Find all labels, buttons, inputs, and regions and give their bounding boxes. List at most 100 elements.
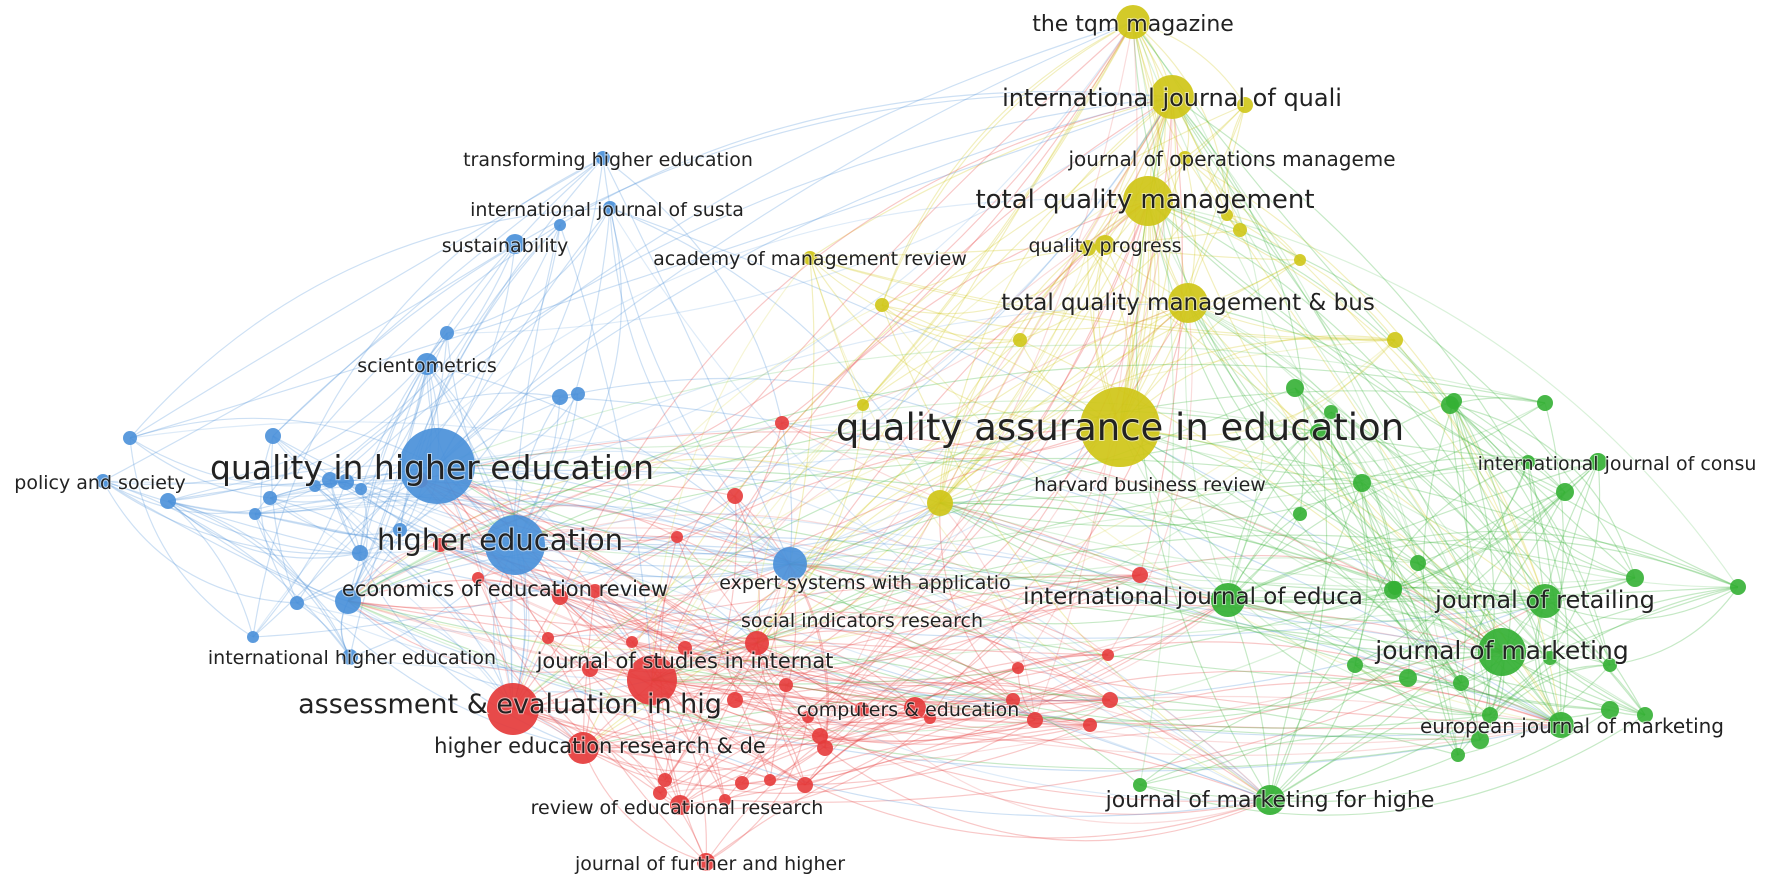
network-link bbox=[679, 708, 1091, 806]
network-link bbox=[1227, 400, 1455, 601]
node-computers-and-education[interactable] bbox=[904, 697, 926, 719]
network-link bbox=[602, 157, 791, 565]
network-link bbox=[1089, 681, 1562, 726]
network-link bbox=[862, 21, 1134, 406]
node-international-journal-of-consu[interactable] bbox=[1589, 453, 1607, 471]
node-european-journal-of-marketing[interactable] bbox=[1548, 712, 1574, 738]
network-link bbox=[512, 390, 1546, 710]
network-link bbox=[254, 91, 1173, 515]
network-link bbox=[862, 301, 1189, 406]
network-link bbox=[1227, 458, 1599, 601]
node-scientometrics[interactable] bbox=[416, 353, 438, 375]
node-quality-assurance-in-education[interactable] bbox=[1080, 387, 1160, 467]
network-link bbox=[582, 721, 1271, 801]
node-total-quality-management-and-bus[interactable] bbox=[1168, 283, 1208, 323]
node-quality-progress[interactable] bbox=[1095, 235, 1115, 255]
unlabeled-node bbox=[249, 508, 261, 520]
node-label: economics of education review bbox=[342, 577, 668, 601]
network-link bbox=[734, 200, 1149, 701]
node-sustainability[interactable] bbox=[505, 234, 525, 254]
node-label: european journal of marketing bbox=[1420, 714, 1724, 738]
network-link bbox=[129, 437, 254, 638]
network-link bbox=[167, 500, 361, 554]
node-assessment-and-evaluation-in-hig[interactable] bbox=[487, 683, 539, 735]
network-link bbox=[609, 207, 941, 504]
node-journal-of-retailing[interactable] bbox=[1528, 584, 1562, 618]
network-link bbox=[809, 96, 1173, 259]
node-review-of-educational-research[interactable] bbox=[670, 795, 690, 815]
network-link bbox=[939, 502, 1503, 654]
network-link bbox=[167, 500, 361, 559]
node-expert-systems-with-applicatio[interactable] bbox=[773, 547, 807, 581]
network-link bbox=[602, 157, 791, 565]
node-policy-and-society[interactable] bbox=[96, 474, 110, 488]
network-link bbox=[1119, 339, 1396, 437]
node-harvard-business-review[interactable] bbox=[927, 490, 953, 516]
network-link bbox=[347, 458, 941, 602]
unlabeled-node bbox=[552, 589, 568, 605]
network-link bbox=[809, 257, 1271, 801]
network-link bbox=[272, 435, 584, 749]
network-link bbox=[329, 332, 448, 481]
network-link bbox=[1132, 21, 1174, 786]
network-link bbox=[347, 339, 1396, 652]
node-journal-of-operations-manageme[interactable] bbox=[1178, 151, 1192, 165]
unlabeled-node bbox=[764, 774, 776, 786]
network-link bbox=[512, 502, 941, 712]
network-link bbox=[272, 426, 1121, 555]
node-higher-education[interactable] bbox=[485, 515, 545, 575]
network-link bbox=[756, 642, 863, 710]
node-transforming-higher-education[interactable] bbox=[596, 151, 610, 165]
network-link bbox=[651, 655, 916, 709]
node-journal-of-marketing-for-highe[interactable] bbox=[1255, 785, 1285, 815]
network-link bbox=[1132, 21, 1189, 304]
unlabeled-node bbox=[1133, 778, 1147, 792]
unlabeled-node bbox=[1556, 483, 1574, 501]
network-link bbox=[1317, 431, 1562, 726]
network-link bbox=[477, 577, 821, 737]
network-link bbox=[809, 257, 1301, 331]
network-link bbox=[1417, 461, 1599, 564]
node-social-indicators-research[interactable] bbox=[745, 631, 769, 655]
node-journal-of-studies-in-internat[interactable] bbox=[627, 655, 677, 705]
network-link bbox=[1226, 214, 1301, 261]
network-link bbox=[734, 600, 1546, 741]
node-total-quality-management[interactable] bbox=[1123, 176, 1173, 226]
network-link bbox=[167, 500, 351, 658]
network-link bbox=[631, 302, 1189, 643]
node-journal-of-marketing[interactable] bbox=[1478, 628, 1526, 676]
node-international-journal-of-quali[interactable] bbox=[1150, 75, 1194, 119]
network-link bbox=[659, 682, 1111, 794]
node-quality-in-higher-education[interactable] bbox=[399, 428, 475, 504]
network-link bbox=[510, 224, 561, 710]
network-link bbox=[547, 618, 1091, 726]
node-label: journal of marketing bbox=[1374, 636, 1628, 665]
network-link bbox=[1187, 302, 1546, 602]
network-link bbox=[1187, 302, 1491, 716]
network-link bbox=[1187, 302, 1546, 602]
network-link bbox=[1119, 426, 1546, 602]
node-international-journal-of-educa[interactable] bbox=[1211, 583, 1245, 617]
node-journal-of-further-and-higher[interactable] bbox=[697, 853, 715, 871]
node-international-journal-of-susta[interactable] bbox=[603, 201, 617, 215]
network-link bbox=[512, 599, 1229, 746]
network-link bbox=[809, 244, 1106, 259]
unlabeled-node bbox=[1730, 579, 1746, 595]
network-link bbox=[426, 363, 791, 565]
unlabeled-node bbox=[290, 596, 304, 610]
node-higher-education-research-and-de[interactable] bbox=[567, 732, 599, 764]
network-link bbox=[819, 96, 1173, 737]
network-link bbox=[929, 717, 1036, 729]
network-link bbox=[589, 642, 758, 671]
node-economics-of-education-review[interactable] bbox=[335, 588, 361, 614]
network-link bbox=[347, 600, 514, 710]
unlabeled-node bbox=[1626, 569, 1644, 587]
unlabeled-node bbox=[1102, 649, 1114, 661]
network-link bbox=[664, 642, 758, 781]
network-link bbox=[1147, 200, 1451, 406]
node-international-higher-education[interactable] bbox=[342, 649, 358, 665]
network-link bbox=[659, 651, 1503, 794]
node-the-tqm-magazine[interactable] bbox=[1116, 5, 1150, 39]
node-academy-of-management-review[interactable] bbox=[803, 251, 817, 265]
network-link bbox=[789, 563, 1503, 653]
